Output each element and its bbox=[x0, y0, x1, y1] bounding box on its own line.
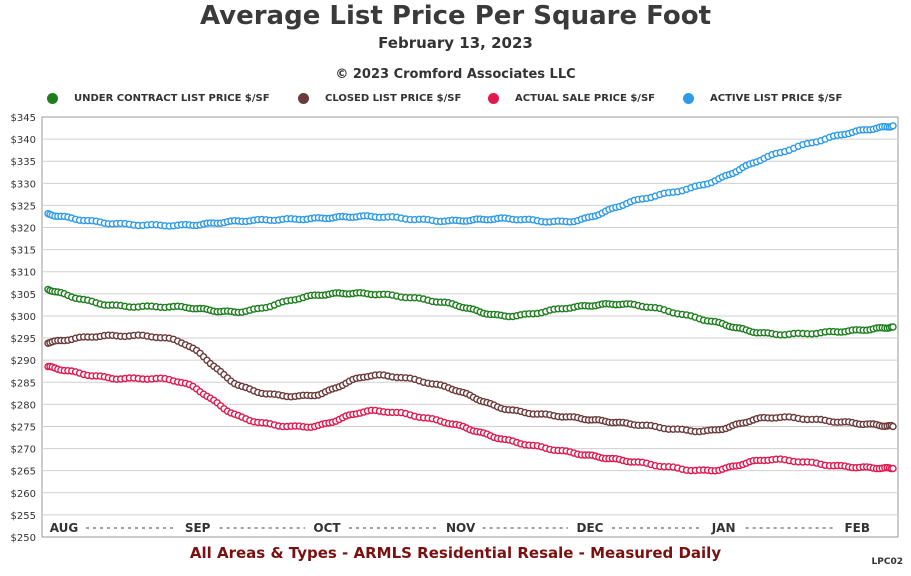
data-point bbox=[889, 422, 897, 431]
data-point bbox=[889, 323, 897, 331]
legend-item-closed: CLOSED LIST PRICE $/SF bbox=[298, 93, 461, 104]
legend-item-active: ACTIVE LIST PRICE $/SF bbox=[683, 93, 842, 104]
y-tick-label: $250 bbox=[11, 533, 36, 544]
legend-dot bbox=[488, 93, 499, 104]
y-tick-label: $320 bbox=[11, 224, 36, 235]
x-tick-label: OCT bbox=[313, 521, 341, 535]
data-point bbox=[889, 464, 897, 473]
chart-footer: All Areas & Types - ARMLS Residential Re… bbox=[189, 544, 722, 562]
data-point bbox=[889, 122, 897, 130]
legend: UNDER CONTRACT LIST PRICE $/SF CLOSED LI… bbox=[0, 93, 911, 109]
chart-code: LPC02 bbox=[871, 557, 903, 567]
y-tick-label: $315 bbox=[11, 246, 36, 257]
y-tick-label: $265 bbox=[11, 467, 36, 478]
legend-dot bbox=[298, 93, 309, 104]
legend-dot bbox=[47, 93, 58, 104]
legend-label: ACTUAL SALE PRICE $/SF bbox=[515, 93, 655, 104]
y-tick-label: $300 bbox=[11, 312, 36, 323]
x-tick-label: AUG bbox=[50, 521, 79, 535]
x-tick-label: FEB bbox=[844, 521, 870, 535]
y-tick-label: $285 bbox=[11, 378, 36, 389]
y-tick-label: $330 bbox=[11, 179, 36, 190]
y-tick-label: $290 bbox=[11, 356, 36, 367]
y-tick-label: $280 bbox=[11, 400, 36, 411]
series-line bbox=[47, 125, 894, 227]
legend-dot bbox=[683, 93, 694, 104]
legend-label: CLOSED LIST PRICE $/SF bbox=[325, 93, 462, 104]
y-tick-label: $295 bbox=[11, 334, 36, 345]
y-tick-label: $270 bbox=[11, 445, 36, 456]
y-tick-label: $310 bbox=[11, 268, 36, 279]
y-tick-label: $275 bbox=[11, 422, 36, 433]
legend-label: ACTIVE LIST PRICE $/SF bbox=[710, 93, 843, 104]
chart-subtitle: February 13, 2023 bbox=[378, 34, 533, 52]
y-tick-label: $305 bbox=[11, 290, 36, 301]
x-tick-label: NOV bbox=[446, 521, 476, 535]
y-tick-label: $325 bbox=[11, 201, 36, 212]
x-tick-label: JAN bbox=[711, 521, 736, 535]
y-tick-label: $340 bbox=[11, 135, 36, 146]
plot-frame bbox=[41, 116, 899, 538]
y-tick-label: $335 bbox=[11, 157, 36, 168]
y-tick-label: $255 bbox=[11, 511, 36, 522]
x-tick-label: DEC bbox=[576, 521, 603, 535]
chart-title: Average List Price Per Square Foot bbox=[199, 1, 712, 31]
legend-item-under-contract: UNDER CONTRACT LIST PRICE $/SF bbox=[47, 93, 270, 104]
legend-item-actual-sale: ACTUAL SALE PRICE $/SF bbox=[488, 93, 655, 104]
x-tick-label: SEP bbox=[185, 521, 211, 535]
copyright-notice: © 2023 Cromford Associates LLC bbox=[335, 67, 576, 82]
y-tick-label: $345 bbox=[11, 113, 36, 124]
y-tick-label: $260 bbox=[11, 489, 36, 500]
legend-label: UNDER CONTRACT LIST PRICE $/SF bbox=[74, 93, 270, 104]
